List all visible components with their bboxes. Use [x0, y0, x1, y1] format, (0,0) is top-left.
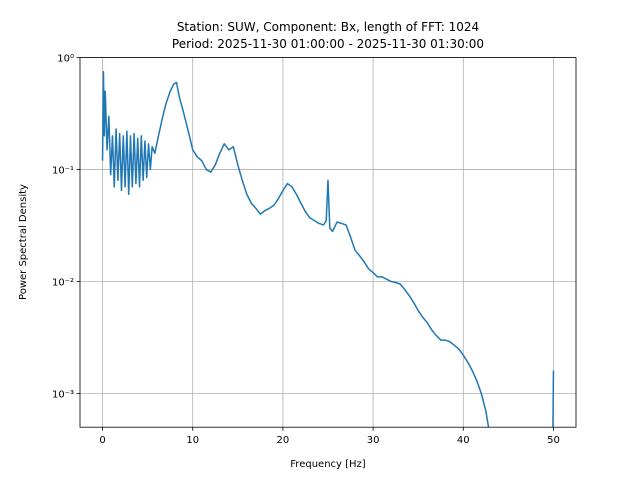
- chart-title: Station: SUW, Component: Bx, length of F…: [177, 20, 479, 34]
- x-tick-label: 40: [457, 435, 470, 446]
- y-tick-label: 10⁻²: [52, 278, 74, 289]
- y-axis-label: Power Spectral Density: [18, 184, 29, 300]
- x-tick-label: 10: [186, 435, 199, 446]
- chart-subtitle: Period: 2025-11-30 01:00:00 - 2025-11-30…: [172, 37, 484, 51]
- x-tick-label: 50: [547, 435, 560, 446]
- x-axis-label: Frequency [Hz]: [290, 459, 366, 470]
- x-tick-label: 20: [277, 435, 290, 446]
- x-tick-label: 30: [367, 435, 380, 446]
- y-tick-label: 10⁻¹: [52, 166, 74, 177]
- y-tick-label: 10⁻³: [52, 389, 74, 400]
- x-tick-label: 0: [99, 435, 105, 446]
- plot-frame: [79, 57, 577, 428]
- y-tick-label: 10⁰: [57, 54, 74, 65]
- data-line: [101, 70, 555, 428]
